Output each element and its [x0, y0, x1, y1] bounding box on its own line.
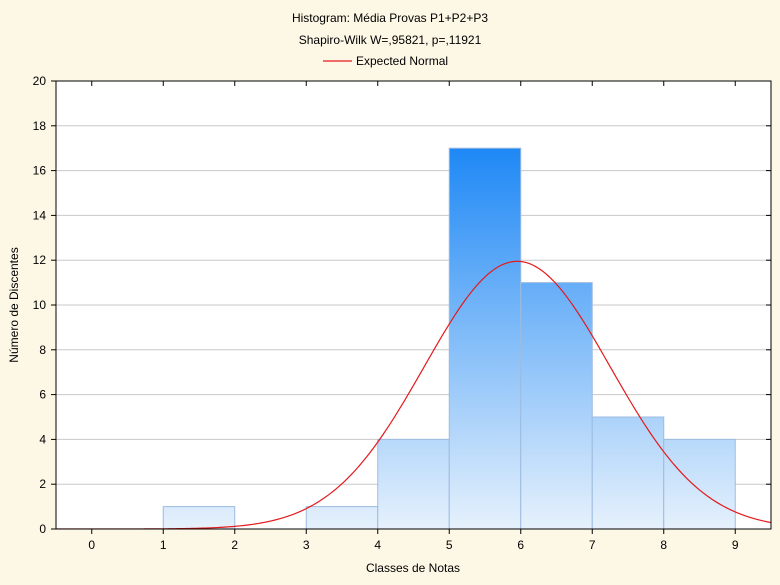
- y-tick-label: 18: [33, 119, 47, 133]
- x-tick-label: 2: [231, 538, 238, 552]
- histogram-bar: [663, 438, 736, 530]
- legend-label-expected-normal: Expected Normal: [356, 54, 448, 68]
- x-tick-label: 7: [589, 538, 596, 552]
- histogram-bars: [162, 147, 736, 530]
- y-tick-label: 10: [33, 298, 47, 312]
- y-tick-label: 20: [33, 74, 47, 88]
- x-tick-label: 5: [446, 538, 453, 552]
- y-tick-label: 14: [33, 208, 47, 222]
- x-tick-label: 6: [517, 538, 524, 552]
- y-tick-label: 16: [33, 164, 47, 178]
- x-tick-label: 8: [660, 538, 667, 552]
- x-tick-label: 4: [374, 538, 381, 552]
- histogram-bar: [448, 147, 522, 530]
- legend: Expected Normal: [323, 54, 448, 68]
- x-axis-label: Classes de Notas: [366, 561, 460, 575]
- histogram-bar: [162, 506, 236, 530]
- x-tick-label: 0: [88, 538, 95, 552]
- x-tick-label: 1: [160, 538, 167, 552]
- histogram-bar: [591, 416, 665, 530]
- y-tick-label: 8: [39, 343, 46, 357]
- x-tick-label: 9: [732, 538, 739, 552]
- histogram-bar: [305, 506, 379, 530]
- y-tick-label: 4: [39, 432, 46, 446]
- y-tick-label: 0: [39, 522, 46, 536]
- chart-title: Histogram: Média Provas P1+P2+P3: [292, 11, 488, 25]
- histogram-bar: [520, 282, 593, 530]
- x-tick-label: 3: [303, 538, 310, 552]
- histogram-bar: [377, 438, 450, 530]
- y-tick-label: 6: [39, 388, 46, 402]
- chart-subtitle: Shapiro-Wilk W=,95821, p=,11921: [299, 33, 482, 47]
- y-tick-label: 12: [33, 253, 47, 267]
- y-tick-label: 2: [39, 477, 46, 491]
- axis-ticks: [51, 80, 771, 534]
- y-axis-label: Número de Discentes: [7, 247, 21, 362]
